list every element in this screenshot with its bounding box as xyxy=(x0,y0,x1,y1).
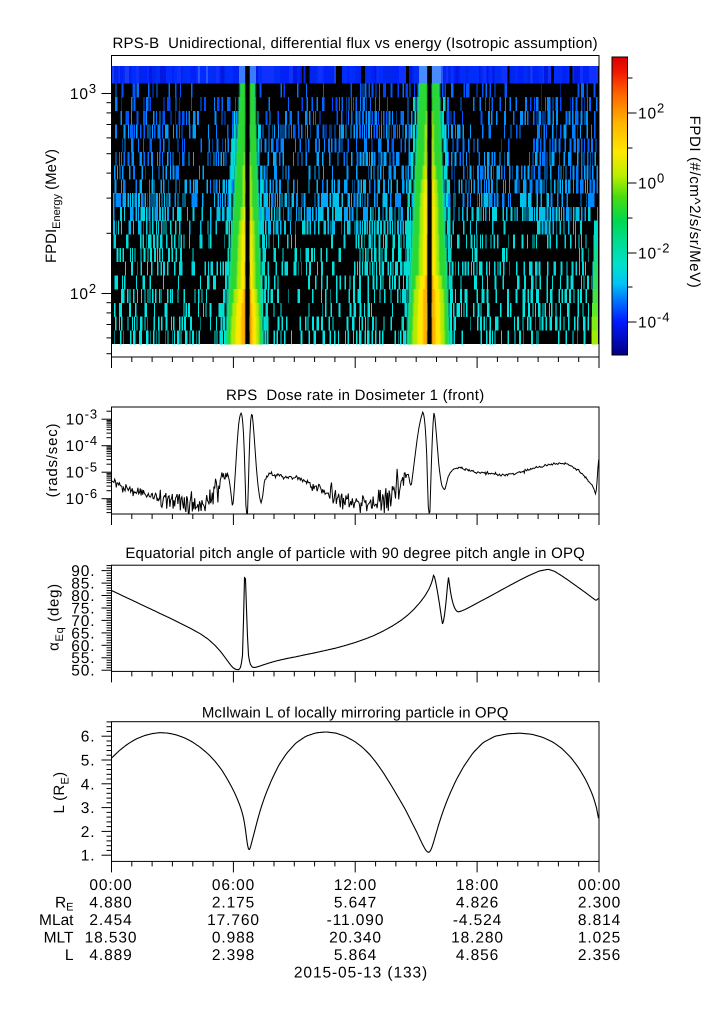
svg-text:60.: 60. xyxy=(71,638,95,655)
svg-text:5.647: 5.647 xyxy=(334,895,377,912)
svg-text:20.340: 20.340 xyxy=(329,930,382,947)
svg-text:2.: 2. xyxy=(81,824,96,841)
svg-text:4.: 4. xyxy=(81,776,96,793)
svg-text:-4.524: -4.524 xyxy=(453,912,502,929)
svg-text:18.530: 18.530 xyxy=(85,930,138,947)
svg-text:2.300: 2.300 xyxy=(578,895,621,912)
svg-text:3.: 3. xyxy=(81,800,96,817)
svg-text:70.: 70. xyxy=(71,613,95,630)
svg-text:18.280: 18.280 xyxy=(451,930,504,947)
svg-text:-11.090: -11.090 xyxy=(327,912,385,929)
svg-text:8.814: 8.814 xyxy=(578,912,621,929)
svg-text:(rads/sec): (rads/sec) xyxy=(44,423,61,498)
svg-text:17.760: 17.760 xyxy=(207,912,260,929)
svg-text:2015-05-13 (133): 2015-05-13 (133) xyxy=(294,965,428,982)
svg-text:2.356: 2.356 xyxy=(578,947,621,964)
svg-text:L: L xyxy=(65,947,74,964)
svg-text:FPDI (#/cm^2/s/sr/MeV): FPDI (#/cm^2/s/sr/MeV) xyxy=(686,116,703,289)
svg-text:18:00: 18:00 xyxy=(456,877,499,894)
svg-text:2.175: 2.175 xyxy=(212,895,255,912)
svg-text:90.: 90. xyxy=(71,563,95,580)
svg-text:5.864: 5.864 xyxy=(334,947,377,964)
svg-text:0.988: 0.988 xyxy=(212,930,255,947)
svg-text:5.: 5. xyxy=(81,753,96,770)
svg-text:2.398: 2.398 xyxy=(212,947,255,964)
svg-text:00:00: 00:00 xyxy=(89,877,132,894)
svg-text:12:00: 12:00 xyxy=(334,877,377,894)
svg-text:McIlwain L of locally mirrorin: McIlwain L of locally mirroring particle… xyxy=(202,705,509,722)
svg-text:55.: 55. xyxy=(71,650,95,667)
svg-text:85.: 85. xyxy=(71,576,95,593)
svg-text:FPDIEnergy (MeV): FPDIEnergy (MeV) xyxy=(43,149,63,263)
svg-text:RPS-B Unidirectional, differe: RPS-B Unidirectional, differential flux … xyxy=(113,35,598,52)
svg-text:80.: 80. xyxy=(71,588,95,605)
svg-text:1.: 1. xyxy=(81,848,96,865)
svg-text:1.025: 1.025 xyxy=(578,930,621,947)
svg-text:4.856: 4.856 xyxy=(456,947,499,964)
svg-text:4.880: 4.880 xyxy=(89,895,132,912)
svg-text:4.889: 4.889 xyxy=(89,947,132,964)
svg-text:75.: 75. xyxy=(71,601,95,618)
svg-text:4.826: 4.826 xyxy=(456,895,499,912)
svg-text:MLat: MLat xyxy=(39,912,74,929)
svg-text:65.: 65. xyxy=(71,625,95,642)
svg-text:MLT: MLT xyxy=(44,930,74,947)
svg-text:RPS Dose rate in Dosimeter 1: RPS Dose rate in Dosimeter 1 (front) xyxy=(226,387,485,404)
svg-text:50.: 50. xyxy=(71,663,95,680)
svg-text:00:00: 00:00 xyxy=(578,877,621,894)
svg-text:6.: 6. xyxy=(81,729,96,746)
svg-text:2.454: 2.454 xyxy=(89,912,132,929)
svg-text:06:00: 06:00 xyxy=(212,877,255,894)
svg-text:Equatorial pitch angle of part: Equatorial pitch angle of particle with … xyxy=(125,545,585,562)
